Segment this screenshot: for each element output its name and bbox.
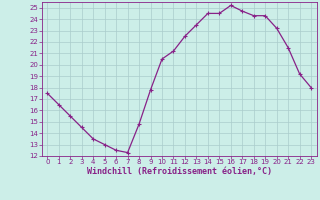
X-axis label: Windchill (Refroidissement éolien,°C): Windchill (Refroidissement éolien,°C) [87, 167, 272, 176]
